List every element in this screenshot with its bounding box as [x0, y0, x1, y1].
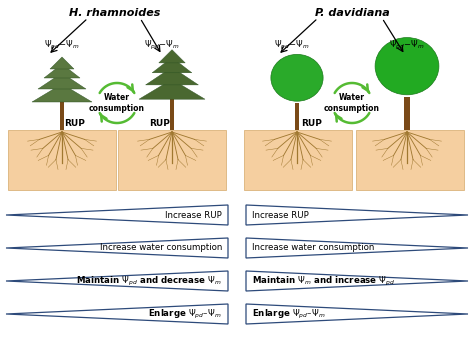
Text: Maintain $\Psi_m$ and increase $\Psi_{pd}$: Maintain $\Psi_m$ and increase $\Psi_{pd…	[252, 275, 395, 287]
Text: Enlarge $\Psi_{pd}$–$\Psi_m$: Enlarge $\Psi_{pd}$–$\Psi_m$	[148, 307, 222, 321]
Polygon shape	[6, 238, 228, 258]
Polygon shape	[6, 304, 228, 324]
Text: RUP: RUP	[150, 119, 171, 128]
Polygon shape	[159, 50, 185, 63]
Polygon shape	[246, 271, 468, 291]
Polygon shape	[6, 205, 228, 225]
FancyBboxPatch shape	[404, 97, 410, 130]
Polygon shape	[32, 84, 92, 102]
Polygon shape	[246, 238, 468, 258]
Text: Enlarge $\Psi_{pd}$–$\Psi_m$: Enlarge $\Psi_{pd}$–$\Psi_m$	[252, 307, 326, 321]
FancyBboxPatch shape	[356, 130, 464, 190]
Text: Water
consumption: Water consumption	[89, 93, 145, 113]
Polygon shape	[246, 304, 468, 324]
Polygon shape	[146, 67, 199, 85]
Text: Water
consumption: Water consumption	[324, 93, 380, 113]
Text: H. rhamnoides: H. rhamnoides	[69, 8, 161, 18]
Ellipse shape	[271, 54, 323, 101]
FancyBboxPatch shape	[60, 102, 64, 130]
FancyBboxPatch shape	[295, 103, 299, 130]
Text: $\Psi_{pd}$$-$$\Psi_m$: $\Psi_{pd}$$-$$\Psi_m$	[274, 39, 310, 52]
Polygon shape	[38, 73, 86, 89]
Text: Increase water consumption: Increase water consumption	[252, 243, 374, 253]
Polygon shape	[139, 79, 205, 99]
Polygon shape	[152, 57, 192, 73]
Polygon shape	[246, 205, 468, 225]
Polygon shape	[6, 271, 228, 291]
Ellipse shape	[375, 38, 439, 95]
FancyBboxPatch shape	[244, 130, 352, 190]
Text: $\Psi_{pd}$$-$$\Psi_m$: $\Psi_{pd}$$-$$\Psi_m$	[389, 39, 425, 52]
FancyBboxPatch shape	[8, 130, 116, 190]
Text: RUP: RUP	[301, 119, 322, 128]
Polygon shape	[44, 64, 80, 78]
Text: P. davidiana: P. davidiana	[315, 8, 389, 18]
Text: $\Psi_{pd}$$-$$\Psi_m$: $\Psi_{pd}$$-$$\Psi_m$	[144, 39, 180, 52]
Text: RUP: RUP	[64, 119, 85, 128]
Text: $\Psi_{pd}$$-$$\Psi_m$: $\Psi_{pd}$$-$$\Psi_m$	[44, 39, 80, 52]
FancyBboxPatch shape	[118, 130, 226, 190]
Text: Increase water consumption: Increase water consumption	[100, 243, 222, 253]
FancyBboxPatch shape	[170, 99, 174, 130]
Text: Increase RUP: Increase RUP	[252, 211, 309, 219]
Polygon shape	[50, 57, 74, 69]
Text: Increase RUP: Increase RUP	[165, 211, 222, 219]
Text: Maintain $\Psi_{pd}$ and decrease $\Psi_m$: Maintain $\Psi_{pd}$ and decrease $\Psi_…	[76, 275, 222, 287]
